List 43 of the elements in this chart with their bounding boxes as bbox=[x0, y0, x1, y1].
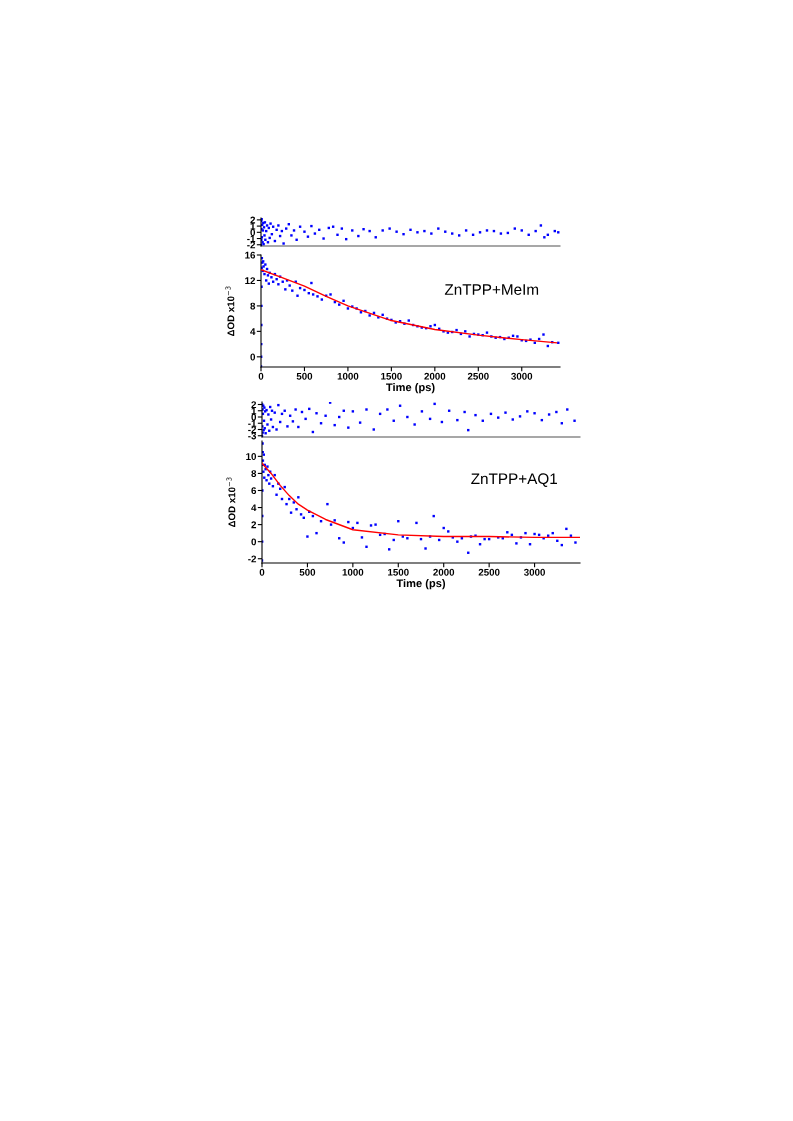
y-tick-label: -3 bbox=[248, 432, 257, 440]
y-tick-label: -1 bbox=[248, 420, 257, 427]
y-tick-label: -2 bbox=[247, 241, 256, 249]
x-tick-label: 2500 bbox=[478, 568, 500, 576]
y-tick-label: 0 bbox=[250, 353, 256, 361]
annotation: ZnTPP+AQ1 bbox=[471, 473, 557, 487]
y-tick-label: 2 bbox=[251, 401, 257, 409]
y-tick-label: 0 bbox=[250, 229, 256, 236]
x-tick-label: 0 bbox=[259, 568, 265, 576]
y-axis-title: ΔOD x10$^{−3}$ bbox=[225, 286, 235, 337]
y-tick-label: 4 bbox=[250, 328, 256, 335]
y-tick-label: 12 bbox=[245, 277, 256, 284]
y-tick-label: 2 bbox=[251, 521, 257, 529]
y-tick-label: 8 bbox=[251, 470, 257, 478]
y-tick-label: -2 bbox=[248, 426, 257, 434]
x-tick-label: 2500 bbox=[467, 372, 489, 380]
x-tick-label: 0 bbox=[258, 372, 264, 380]
y-tick-label: 16 bbox=[245, 251, 256, 259]
y-tick-label: 8 bbox=[250, 302, 256, 310]
x-tick-label: 1500 bbox=[388, 568, 409, 576]
annotation: ZnTPP+MeIm bbox=[444, 284, 539, 295]
x-tick-label: 1500 bbox=[381, 372, 402, 380]
y-tick-label: 10 bbox=[246, 453, 257, 460]
x-tick-label: 500 bbox=[299, 568, 316, 576]
y-tick-label: 1 bbox=[250, 222, 256, 230]
y-tick-label: 2 bbox=[250, 216, 256, 224]
y-axis-title: ΔOD x10$^{−3}$ bbox=[226, 477, 236, 528]
y-tick-label: -1 bbox=[247, 235, 256, 243]
x-tick-label: 1000 bbox=[337, 372, 359, 380]
x-axis-title: Time (ps) bbox=[386, 383, 435, 394]
x-tick-label: 500 bbox=[296, 372, 313, 380]
x-tick-label: 1000 bbox=[342, 568, 364, 576]
y-tick-label: 4 bbox=[251, 504, 257, 512]
y-tick-label: 0 bbox=[251, 413, 257, 421]
x-axis-title: Time (ps) bbox=[396, 579, 446, 590]
y-tick-label: 1 bbox=[251, 407, 257, 415]
y-tick-label: -2 bbox=[248, 555, 257, 563]
x-tick-label: 3000 bbox=[511, 372, 533, 380]
x-tick-label: 2000 bbox=[433, 568, 455, 576]
y-tick-label: 6 bbox=[251, 487, 257, 495]
x-tick-label: 3000 bbox=[523, 568, 545, 576]
y-tick-label: 0 bbox=[251, 538, 257, 546]
x-tick-label: 2000 bbox=[424, 372, 446, 380]
